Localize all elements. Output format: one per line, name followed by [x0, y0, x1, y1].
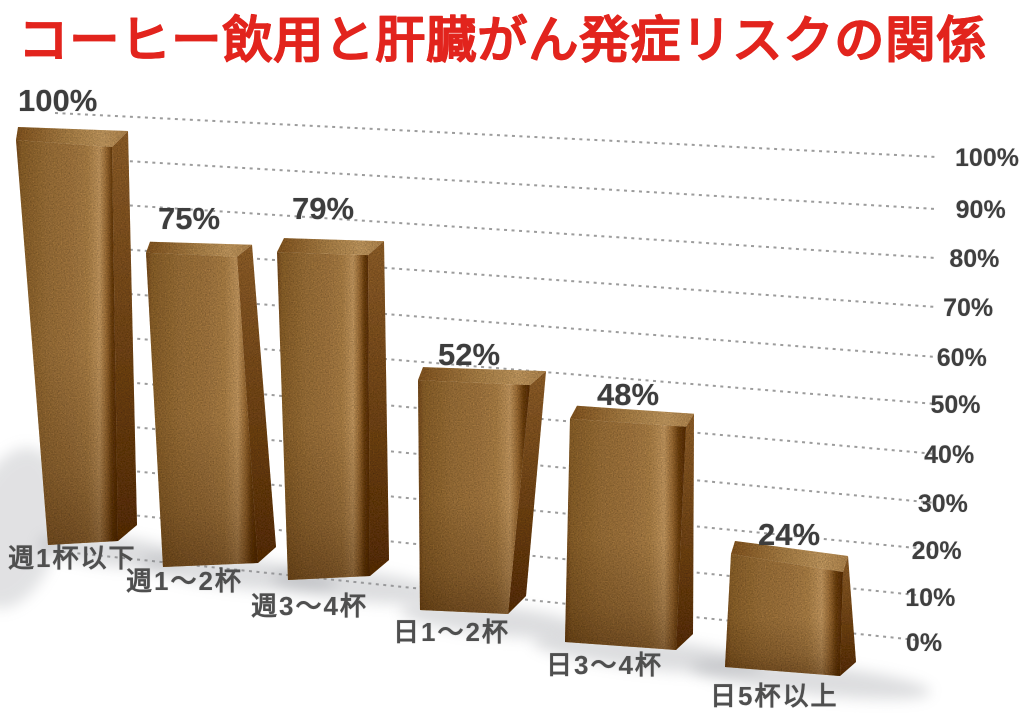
bar-3d: [418, 367, 546, 614]
category-label: 週3～4杯: [251, 591, 368, 621]
gridline: [54, 155, 937, 210]
bar-side-face: [676, 413, 694, 650]
bar-3d: [146, 241, 276, 567]
bar-top-face: [418, 367, 546, 386]
bar-top-face: [731, 540, 848, 572]
bar-top-face: [277, 238, 384, 256]
bar-side-face: [112, 131, 137, 541]
y-tick-label: 50%: [930, 391, 981, 419]
y-tick-label: 10%: [905, 584, 956, 612]
bar-top-face: [570, 405, 694, 427]
bar-3d: [725, 540, 856, 676]
bar-shadow: [0, 447, 63, 609]
bar-top-face: [16, 127, 128, 147]
chart-title: コーヒー飲用と肝臓がん発症リスクの関係: [18, 12, 987, 68]
bar-shadow: [690, 659, 931, 700]
category-label: 週1杯以下: [8, 543, 137, 573]
y-tick-label: 60%: [936, 344, 987, 372]
y-tick-label: 90%: [955, 196, 1006, 224]
category-label: 日3～4杯: [546, 650, 663, 680]
bar-value-label: 75%: [158, 201, 221, 236]
category-label: 週1～2杯: [126, 566, 243, 596]
bar-side-face: [368, 241, 389, 576]
gridline: [54, 418, 937, 504]
bar-value-label: 24%: [758, 517, 821, 552]
bar-front-shading: [725, 553, 843, 676]
gridline: [54, 199, 937, 259]
bar-3d: [16, 127, 137, 545]
gridline: [54, 374, 937, 455]
gridline: [54, 112, 937, 158]
bar-value-label: 79%: [292, 191, 355, 226]
y-tick-label: 70%: [943, 294, 994, 322]
bars: [16, 127, 856, 676]
gridline: [54, 287, 937, 358]
y-tick-label: 0%: [905, 629, 943, 657]
bar-3d: [277, 238, 389, 580]
bar-front-shading: [418, 380, 530, 614]
bar-side-face: [237, 244, 276, 563]
y-tick-label: 40%: [924, 441, 975, 469]
bar-3d: [565, 405, 694, 650]
y-tick-label: 80%: [949, 245, 1000, 273]
category-label: 日5杯以上: [710, 681, 839, 711]
y-tick-label: 100%: [955, 144, 1019, 172]
y-tick-label: 20%: [911, 537, 962, 565]
bar-front-shading: [277, 252, 370, 580]
gridline: [54, 331, 937, 405]
bar-value-label: 48%: [597, 377, 660, 412]
bar-front-shading: [16, 140, 118, 545]
bar-value-label: 52%: [438, 337, 501, 372]
bar-front-shading: [146, 252, 258, 567]
bar-front-shading: [565, 418, 686, 650]
bar-side-face: [840, 555, 856, 676]
gridline: [54, 243, 937, 308]
bar-top-face: [146, 241, 252, 257]
bar-value-label: 100%: [18, 83, 98, 118]
category-label: 日1～2杯: [393, 617, 510, 647]
bar-side-face: [508, 371, 546, 614]
y-tick-label: 30%: [917, 490, 968, 518]
